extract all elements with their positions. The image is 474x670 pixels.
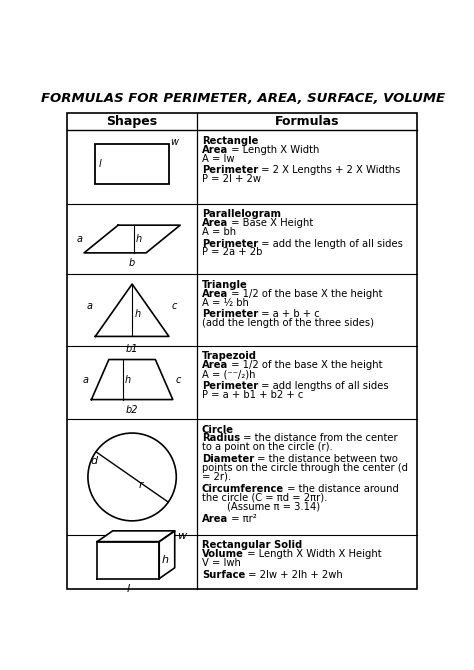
Text: points on the circle through the center (d: points on the circle through the center …: [202, 463, 408, 473]
Text: Perimeter: Perimeter: [202, 165, 258, 176]
Text: = 2r).: = 2r).: [202, 472, 231, 482]
Text: Perimeter: Perimeter: [202, 310, 258, 320]
Text: b: b: [129, 258, 135, 268]
Text: Surface: Surface: [202, 570, 245, 580]
Text: = add the length of all sides: = add the length of all sides: [258, 239, 403, 249]
Polygon shape: [91, 360, 173, 399]
Text: to a point on the circle (r).: to a point on the circle (r).: [202, 442, 333, 452]
Text: c: c: [171, 302, 177, 312]
Text: = a + b + c: = a + b + c: [258, 310, 320, 320]
Text: P = a + b1 + b2 + c: P = a + b1 + b2 + c: [202, 390, 303, 400]
Text: Rectangular Solid: Rectangular Solid: [202, 540, 302, 550]
Text: Shapes: Shapes: [107, 115, 158, 128]
Text: = 2lw + 2lh + 2wh: = 2lw + 2lh + 2wh: [245, 570, 343, 580]
Polygon shape: [159, 531, 175, 579]
Text: = add lengths of all sides: = add lengths of all sides: [258, 381, 389, 391]
Text: l: l: [99, 159, 101, 169]
Text: Triangle: Triangle: [202, 280, 247, 290]
Text: = 2 X Lengths + 2 X Widths: = 2 X Lengths + 2 X Widths: [258, 165, 401, 176]
Text: Parallelogram: Parallelogram: [202, 209, 281, 219]
Text: Circle: Circle: [202, 425, 234, 435]
Text: = Length X Width X Height: = Length X Width X Height: [244, 549, 382, 559]
Text: Circumference: Circumference: [202, 484, 284, 494]
Text: A = (⁻⁻/₂)h: A = (⁻⁻/₂)h: [202, 369, 255, 379]
Text: (add the length of the three sides): (add the length of the three sides): [202, 318, 374, 328]
Text: Area: Area: [202, 360, 228, 371]
Text: Diameter: Diameter: [202, 454, 254, 464]
Text: h: h: [124, 375, 130, 385]
Text: a: a: [82, 375, 88, 385]
Text: d: d: [91, 456, 98, 466]
Polygon shape: [84, 225, 180, 253]
Text: A = ½ bh: A = ½ bh: [202, 297, 249, 308]
Text: FORMULAS FOR PERIMETER, AREA, SURFACE, VOLUME: FORMULAS FOR PERIMETER, AREA, SURFACE, V…: [41, 92, 445, 105]
Text: b1: b1: [126, 344, 138, 354]
Text: Area: Area: [202, 218, 228, 228]
Text: P = 2l + 2w: P = 2l + 2w: [202, 174, 261, 184]
Text: (Assume π = 3.14): (Assume π = 3.14): [202, 502, 320, 512]
Text: Perimeter: Perimeter: [202, 381, 258, 391]
Text: l: l: [127, 584, 130, 594]
Text: V = lwh: V = lwh: [202, 558, 241, 567]
Polygon shape: [97, 541, 159, 579]
Polygon shape: [95, 284, 169, 336]
Text: = πr²: = πr²: [228, 513, 257, 523]
Text: = Length X Width: = Length X Width: [228, 145, 319, 155]
Text: the circle (C = πd = 2πr).: the circle (C = πd = 2πr).: [202, 492, 327, 502]
Text: Volume: Volume: [202, 549, 244, 559]
Text: = the distance from the center: = the distance from the center: [240, 433, 398, 444]
Text: Radius: Radius: [202, 433, 240, 444]
Text: r: r: [138, 480, 143, 490]
Text: w: w: [177, 531, 186, 541]
Text: = Base X Height: = Base X Height: [228, 218, 313, 228]
Text: A = lw: A = lw: [202, 153, 234, 163]
Text: = the distance between two: = the distance between two: [254, 454, 398, 464]
Text: h: h: [162, 555, 169, 565]
Polygon shape: [97, 531, 175, 541]
Text: = 1/2 of the base X the height: = 1/2 of the base X the height: [228, 289, 383, 299]
Text: c: c: [176, 375, 181, 385]
Text: A = bh: A = bh: [202, 226, 236, 237]
Text: Rectangle: Rectangle: [202, 136, 258, 146]
Text: Formulas: Formulas: [275, 115, 339, 128]
Bar: [95, 144, 169, 184]
Text: Area: Area: [202, 513, 228, 523]
Text: b2: b2: [126, 405, 138, 415]
Text: h: h: [135, 234, 141, 244]
Text: a: a: [76, 234, 82, 244]
Text: Perimeter: Perimeter: [202, 239, 258, 249]
Text: Trapezoid: Trapezoid: [202, 352, 257, 361]
Text: = the distance around: = the distance around: [284, 484, 399, 494]
Text: = 1/2 of the base X the height: = 1/2 of the base X the height: [228, 360, 383, 371]
Text: Area: Area: [202, 145, 228, 155]
Text: w: w: [170, 137, 178, 147]
Text: P = 2a + 2b: P = 2a + 2b: [202, 247, 262, 257]
Text: a: a: [87, 302, 93, 312]
Text: Area: Area: [202, 289, 228, 299]
Text: h: h: [135, 309, 141, 319]
